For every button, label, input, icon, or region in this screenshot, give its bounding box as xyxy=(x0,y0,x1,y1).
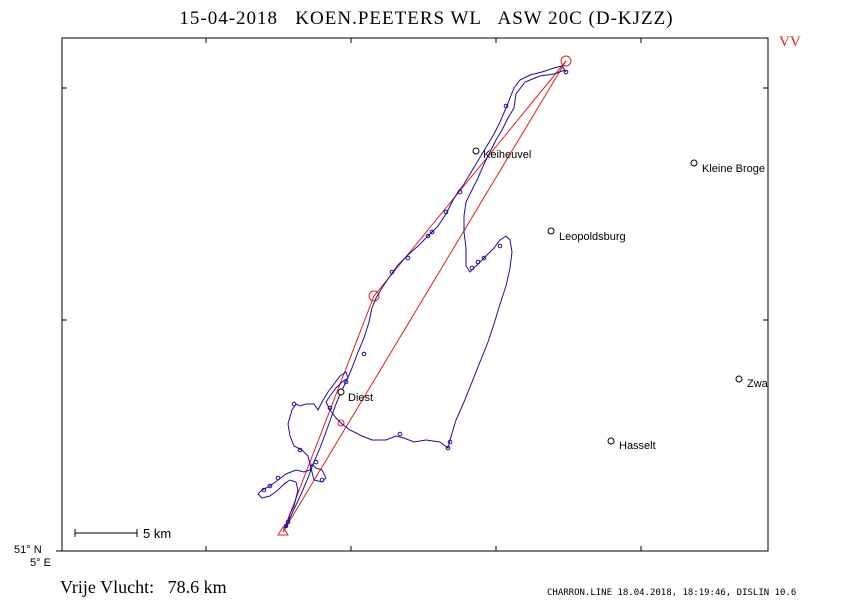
place-hasselt: Hasselt xyxy=(607,437,656,452)
svg-text:Hasselt: Hasselt xyxy=(619,440,656,452)
longitude-label: 5° E xyxy=(30,557,51,569)
scale-label: 5 km xyxy=(143,526,171,541)
place-zwa: Zwa xyxy=(735,375,769,390)
task-lines xyxy=(282,60,567,533)
turnpoint-marker xyxy=(560,55,572,67)
svg-text:Leopoldsburg: Leopoldsburg xyxy=(559,231,626,243)
map-frame xyxy=(61,37,769,552)
place-kleine-broge: Kleine Broge xyxy=(690,159,765,175)
axis-ticks xyxy=(56,38,768,552)
flag-label: VV xyxy=(779,34,801,50)
start-marker xyxy=(277,526,289,536)
scale-bar: 5 km xyxy=(74,526,171,541)
turnpoint-marker xyxy=(368,290,380,302)
flight-track xyxy=(257,65,567,529)
svg-text:Kleine Broge: Kleine Broge xyxy=(702,163,765,175)
place-leopoldsburg: Leopoldsburg xyxy=(547,227,626,243)
svg-text:Zwa: Zwa xyxy=(747,378,769,390)
place-keiheuvel: Keiheuvel xyxy=(472,147,531,161)
thermal-circles xyxy=(261,69,569,529)
latitude-label: 51° N xyxy=(14,544,42,556)
credit-line: CHARRON.LINE 18.04.2018, 18:19:46, DISLI… xyxy=(547,588,797,598)
page-title: 15-04-2018 KOEN.PEETERS WL ASW 20C (D-KJ… xyxy=(179,8,674,29)
svg-text:Diest: Diest xyxy=(348,392,373,404)
place-diest: Diest xyxy=(337,388,373,404)
distance-summary: Vrije Vlucht: 78.6 km xyxy=(60,577,227,597)
turnpoint-marker xyxy=(337,419,345,427)
svg-text:Keiheuvel: Keiheuvel xyxy=(483,149,531,161)
